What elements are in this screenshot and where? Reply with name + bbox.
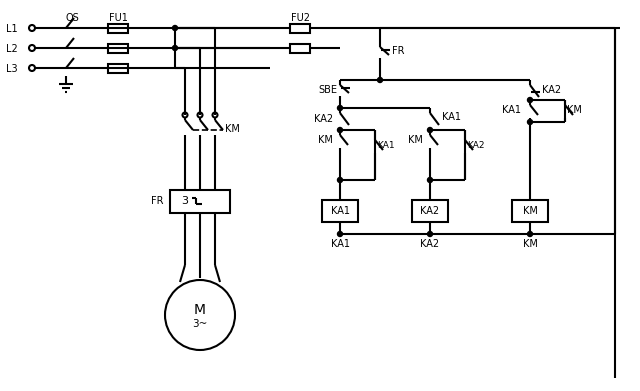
Bar xyxy=(290,44,310,53)
Text: KA2: KA2 xyxy=(467,140,484,149)
Circle shape xyxy=(173,45,177,50)
Circle shape xyxy=(527,231,532,237)
Text: FR: FR xyxy=(150,196,163,206)
Text: KM: KM xyxy=(225,124,240,134)
Text: KA1: KA1 xyxy=(377,140,395,149)
Text: QS: QS xyxy=(65,13,79,23)
Circle shape xyxy=(378,77,383,83)
Circle shape xyxy=(165,280,235,350)
Text: SBE: SBE xyxy=(318,85,337,95)
Circle shape xyxy=(527,120,532,124)
Text: L2: L2 xyxy=(6,44,18,54)
Circle shape xyxy=(428,231,433,237)
Bar xyxy=(322,200,358,222)
Text: KA1: KA1 xyxy=(330,239,349,249)
Text: KA2: KA2 xyxy=(542,85,561,95)
Text: KA1: KA1 xyxy=(502,105,521,115)
Circle shape xyxy=(337,127,342,133)
Text: M: M xyxy=(194,303,206,317)
Text: KM: KM xyxy=(567,105,582,115)
Circle shape xyxy=(527,97,532,102)
Circle shape xyxy=(29,25,35,31)
Circle shape xyxy=(212,113,218,118)
Text: KM: KM xyxy=(408,135,423,145)
Circle shape xyxy=(29,45,35,51)
Text: FU1: FU1 xyxy=(109,13,127,23)
Circle shape xyxy=(29,65,35,71)
Text: KA1: KA1 xyxy=(330,206,349,216)
Circle shape xyxy=(428,178,433,183)
Text: KM: KM xyxy=(523,239,538,249)
Text: KA2: KA2 xyxy=(420,239,440,249)
Text: L1: L1 xyxy=(6,24,18,34)
Circle shape xyxy=(337,231,342,237)
Circle shape xyxy=(428,127,433,133)
Bar xyxy=(108,24,128,33)
Bar xyxy=(170,190,230,213)
Text: KM: KM xyxy=(523,206,538,216)
Bar xyxy=(412,200,448,222)
Circle shape xyxy=(182,113,188,118)
Text: KM: KM xyxy=(318,135,333,145)
Text: KA1: KA1 xyxy=(442,112,461,122)
Bar xyxy=(290,24,310,33)
Text: L3: L3 xyxy=(6,64,18,74)
Text: 3~: 3~ xyxy=(192,319,208,329)
Text: FU2: FU2 xyxy=(291,13,310,23)
Text: FR: FR xyxy=(392,46,404,56)
Circle shape xyxy=(198,113,202,118)
Circle shape xyxy=(337,106,342,111)
Bar xyxy=(108,64,128,73)
Text: 3: 3 xyxy=(182,196,189,206)
Bar xyxy=(108,44,128,53)
Circle shape xyxy=(337,178,342,183)
Bar xyxy=(512,200,548,222)
Text: KA2: KA2 xyxy=(314,114,333,124)
Circle shape xyxy=(173,25,177,30)
Text: KA2: KA2 xyxy=(420,206,440,216)
